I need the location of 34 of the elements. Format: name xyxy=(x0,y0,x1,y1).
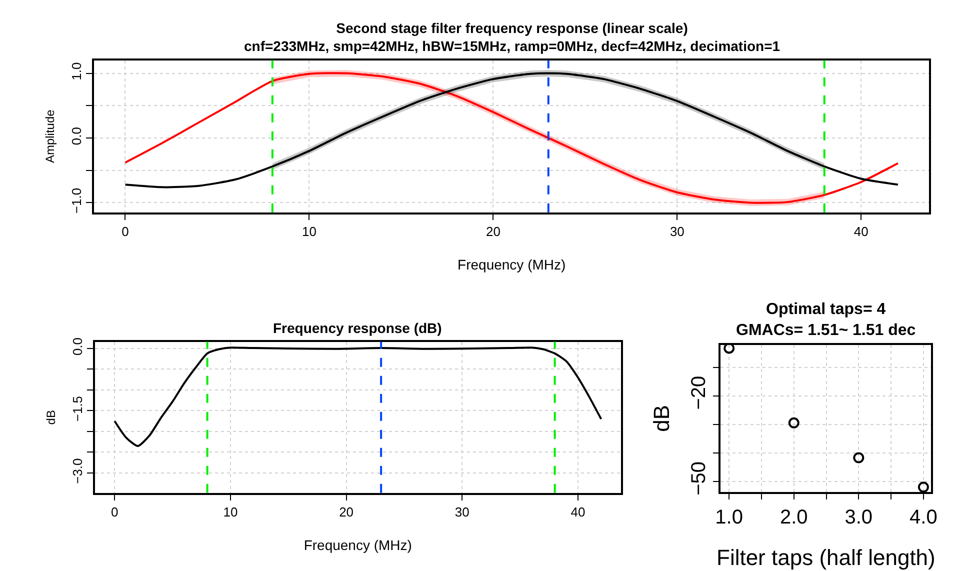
y-tick-label: −50 xyxy=(688,461,710,496)
x-tick-label: 40 xyxy=(570,504,586,520)
x-tick-label: 3.0 xyxy=(844,506,873,529)
x-axis-title: Filter taps (half length) xyxy=(716,545,936,570)
chart-title: Frequency response (dB) xyxy=(273,320,442,336)
x-tick-label: 0 xyxy=(111,504,118,520)
y-tick-label: −1.0 xyxy=(69,188,84,214)
y-tick-label: 0.0 xyxy=(70,337,86,356)
x-tick-label: 0 xyxy=(122,224,129,239)
x-tick-label: 40 xyxy=(854,224,868,239)
x-tick-label: 1.0 xyxy=(715,506,743,529)
y-axis-title: dB xyxy=(44,410,58,425)
chart-subtitle: cnf=233MHz, smp=42MHz, hBW=15MHz, ramp=0MHz, decf=42MHz, decimation=1 xyxy=(244,38,780,54)
x-tick-label: 20 xyxy=(339,504,354,520)
y-tick-label: 1.0 xyxy=(69,62,84,80)
chart-subtitle: GMACs= 1.51~ 1.51 dec xyxy=(736,322,916,339)
y-axis-title: Amplitude xyxy=(42,109,57,164)
x-tick-label: 20 xyxy=(486,224,500,239)
chart-title: Second stage filter frequency response (linear scale) xyxy=(336,20,688,36)
x-axis-title: Frequency (MHz) xyxy=(458,256,566,273)
x-axis-title: Frequency (MHz) xyxy=(304,537,412,554)
x-tick-label: 4.0 xyxy=(910,506,938,529)
y-tick-label: −20 xyxy=(688,376,710,410)
y-axis-title: dB xyxy=(649,404,674,432)
line-series xyxy=(114,346,602,448)
x-tick-label: 10 xyxy=(223,504,238,520)
x-tick-label: 30 xyxy=(670,224,684,239)
x-tick-label: 30 xyxy=(454,504,470,520)
chart-title: Optimal taps= 4 xyxy=(766,301,886,318)
y-tick-label: 0.0 xyxy=(69,126,84,146)
x-tick-label: 2.0 xyxy=(780,506,808,529)
y-tick-label: −3.0 xyxy=(70,458,86,484)
y-tick-label: −1.5 xyxy=(70,396,86,422)
x-tick-label: 10 xyxy=(302,224,316,239)
